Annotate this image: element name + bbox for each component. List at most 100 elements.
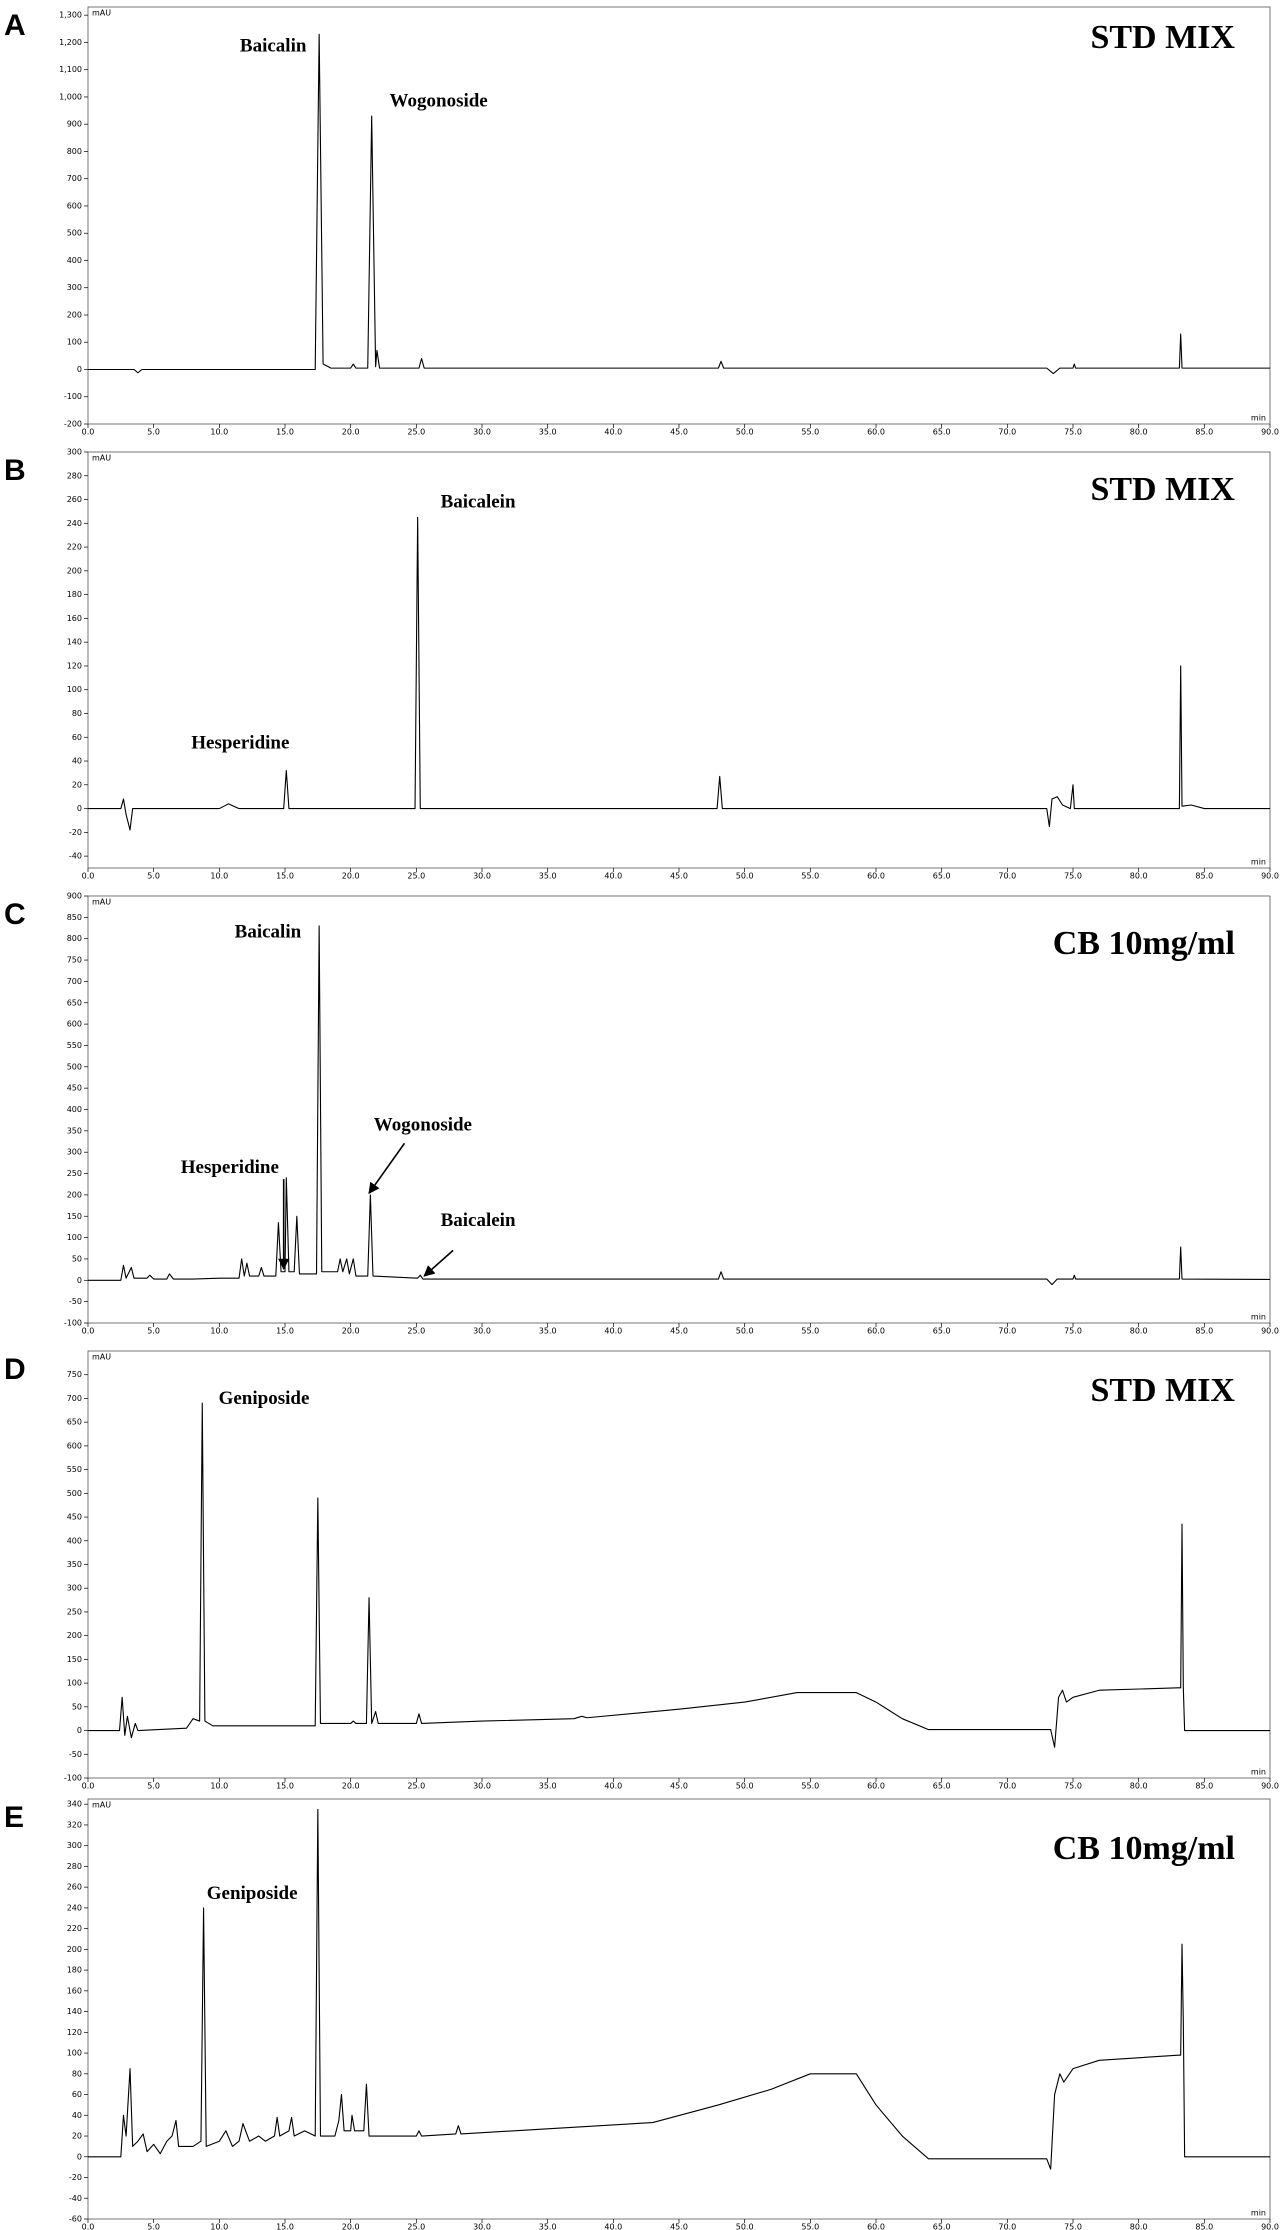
- x-tick-label: 25.0: [407, 1327, 425, 1336]
- y-tick-label: 200: [67, 1190, 82, 1199]
- x-tick-label: 85.0: [1195, 428, 1213, 437]
- y-tick-label: 200: [67, 1631, 82, 1640]
- x-tick-label: 20.0: [342, 2223, 360, 2230]
- x-tick-label: 30.0: [473, 428, 491, 437]
- x-tick-label: 65.0: [933, 1327, 951, 1336]
- x-tick-label: 20.0: [342, 1782, 360, 1791]
- x-tick-label: 45.0: [670, 1782, 688, 1791]
- x-tick-label: 80.0: [1130, 428, 1148, 437]
- x-tick-label: 85.0: [1195, 1327, 1213, 1336]
- panel-letter: C: [4, 898, 26, 931]
- x-tick-label: 65.0: [933, 2223, 951, 2230]
- y-tick-label: 150: [67, 1655, 82, 1664]
- chromatogram-panel: -100 -50 0 50 100 150 200 250 300 350 400 450 500 550…: [4, 892, 1279, 1336]
- y-tick-label: 160: [67, 614, 82, 623]
- trace: [88, 1402, 1270, 1748]
- y-tick-label: 280: [67, 471, 82, 480]
- x-tick-label: 65.0: [933, 1782, 951, 1791]
- y-tick-label: -100: [64, 392, 82, 401]
- y-tick-label: 600: [67, 1020, 82, 1029]
- x-tick-label: 90.0: [1261, 428, 1279, 437]
- y-tick-label: 180: [67, 590, 82, 599]
- y-tick-label: 100: [67, 1233, 82, 1242]
- y-tick-label: 700: [67, 977, 82, 986]
- x-tick-label: 20.0: [342, 428, 360, 437]
- x-tick-label: 10.0: [210, 872, 228, 881]
- arrow: [423, 1249, 454, 1277]
- y-tick-label: 220: [67, 543, 82, 552]
- x-tick-label: 30.0: [473, 872, 491, 881]
- x-tick-label: 0.0: [82, 428, 95, 437]
- y-tick-label: 260: [67, 1883, 82, 1892]
- panel-title: STD MIX: [1090, 19, 1235, 56]
- y-tick-label: 1,000: [59, 92, 82, 101]
- x-tick-label: 25.0: [407, 872, 425, 881]
- x-tick-label: 15.0: [276, 2223, 294, 2230]
- y-tick-label: 180: [67, 1966, 82, 1975]
- y-tick-label: 650: [67, 1418, 82, 1427]
- x-axis-unit: min: [1251, 858, 1266, 867]
- x-tick-label: 80.0: [1130, 872, 1148, 881]
- y-tick-label: 260: [67, 495, 82, 504]
- x-tick-label: 5.0: [147, 2223, 160, 2230]
- y-tick-label: 300: [67, 448, 82, 457]
- y-tick-label: -20: [69, 828, 82, 837]
- y-tick-label: 20: [72, 2132, 82, 2141]
- y-tick-label: 240: [67, 1903, 82, 1912]
- x-tick-label: 40.0: [604, 872, 622, 881]
- y-tick-label: 550: [67, 1041, 82, 1050]
- trace: [88, 925, 1271, 1286]
- x-tick-label: 5.0: [147, 872, 160, 881]
- x-tick-label: 35.0: [539, 872, 557, 881]
- chromatogram-panel: -60 -40 -20 0 20 40 60 80 100 120 140 160 180 200 220 2…: [4, 1798, 1279, 2230]
- x-tick-label: 55.0: [801, 2223, 819, 2230]
- x-tick-label: 75.0: [1064, 428, 1082, 437]
- plot-frame: [87, 451, 1271, 869]
- y-tick-label: 280: [67, 1862, 82, 1871]
- x-axis-unit: min: [1251, 1313, 1266, 1322]
- x-tick-label: 40.0: [604, 1782, 622, 1791]
- y-tick-label: 20: [72, 780, 82, 789]
- chromatogram-panel: -100 -50 0 50 100 150 200 250 300 350 400 450 500 550…: [4, 1350, 1279, 1791]
- x-tick-label: 10.0: [210, 2223, 228, 2230]
- x-tick-label: 75.0: [1064, 872, 1082, 881]
- y-tick-label: 550: [67, 1465, 82, 1474]
- y-tick-label: 0: [77, 1276, 82, 1285]
- y-tick-label: 1,200: [59, 38, 82, 47]
- panel-letter: B: [4, 454, 26, 487]
- y-tick-label: -200: [64, 420, 82, 429]
- y-tick-label: 200: [67, 1945, 82, 1954]
- x-tick-label: 90.0: [1261, 872, 1279, 881]
- x-tick-label: 15.0: [276, 1327, 294, 1336]
- x-tick-label: 60.0: [867, 872, 885, 881]
- x-tick-label: 25.0: [407, 428, 425, 437]
- panel-letter: A: [4, 9, 26, 42]
- y-tick-label: -50: [69, 1750, 82, 1759]
- y-tick-label: -100: [64, 1319, 82, 1328]
- x-tick-label: 85.0: [1195, 2223, 1213, 2230]
- y-tick-label: 200: [67, 566, 82, 575]
- x-tick-label: 55.0: [801, 1782, 819, 1791]
- y-tick-label: 400: [67, 1105, 82, 1114]
- panel-title: CB 10mg/ml: [1053, 925, 1235, 962]
- x-tick-label: 40.0: [604, 428, 622, 437]
- x-tick-label: 45.0: [670, 872, 688, 881]
- x-tick-label: 30.0: [473, 1782, 491, 1791]
- y-tick-label: 120: [67, 661, 82, 670]
- x-tick-label: 55.0: [801, 872, 819, 881]
- panel-letter: D: [4, 1353, 26, 1386]
- y-axis-unit: mAU: [92, 1801, 111, 1810]
- x-tick-label: 15.0: [276, 872, 294, 881]
- y-tick-label: 700: [67, 1394, 82, 1403]
- x-tick-label: 55.0: [801, 1327, 819, 1336]
- y-tick-label: 300: [67, 1148, 82, 1157]
- x-tick-label: 50.0: [736, 428, 754, 437]
- x-tick-label: 50.0: [736, 872, 754, 881]
- y-tick-label: -40: [69, 852, 82, 861]
- x-tick-label: 70.0: [998, 1327, 1016, 1336]
- x-tick-label: 0.0: [82, 872, 95, 881]
- x-tick-label: 85.0: [1195, 1782, 1213, 1791]
- x-tick-label: 45.0: [670, 2223, 688, 2230]
- y-tick-label: 500: [67, 1489, 82, 1498]
- y-tick-label: 160: [67, 1986, 82, 1995]
